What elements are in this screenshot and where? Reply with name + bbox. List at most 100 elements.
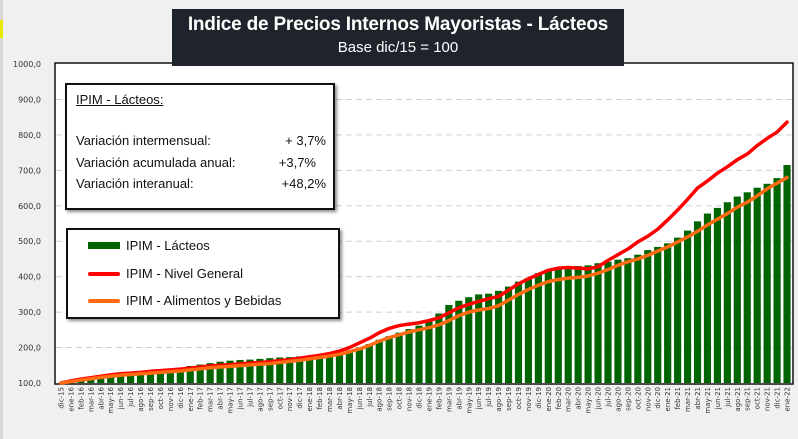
x-tick-label: feb-16: [77, 386, 85, 409]
x-tick-label: ene-18: [306, 387, 314, 411]
x-tick-label: jun-18: [356, 387, 364, 410]
bar-abr-21: [693, 221, 702, 383]
chart-subtitle: Base dic/15 = 100: [337, 39, 459, 56]
bar-nov-17: [286, 357, 294, 383]
bar-abr-19: [455, 300, 463, 383]
bar-mar-20: [564, 266, 572, 383]
line-ipim-nivel-general: [59, 120, 789, 385]
x-tick-label: jul-19: [485, 387, 493, 408]
x-tick-label: abr-17: [217, 387, 225, 410]
bar-ene-22: [783, 165, 791, 383]
x-tick-label: oct-21: [754, 387, 762, 409]
line-ipim-alimentos-y-bebidas: [59, 175, 789, 385]
bar-jul-18: [365, 344, 373, 383]
bar-oct-18: [395, 332, 403, 383]
info-header-text: IPIM - Lácteos: [76, 92, 160, 107]
y-tick-label: 100,0: [18, 379, 41, 388]
x-tick-label: may-21: [704, 387, 712, 414]
y-tick-label: 300,0: [18, 308, 41, 317]
bar-sep-21: [743, 192, 751, 383]
x-tick-label: mar-20: [565, 387, 573, 412]
bar-ene-20: [544, 269, 552, 383]
x-tick-label: ago-19: [495, 387, 503, 412]
bar-may-21: [703, 213, 712, 383]
y-tick-label: 700,0: [18, 166, 41, 175]
x-tick-label: dic-16: [177, 386, 185, 408]
bar-abr-17: [216, 361, 224, 383]
x-tick-label: jun-20: [595, 387, 603, 410]
x-tick-label: sep-19: [505, 387, 513, 411]
bar-oct-19: [514, 281, 523, 383]
bar-jun-21: [713, 207, 721, 383]
bar-nov-18: [405, 329, 413, 383]
x-tick-label: ene-22: [784, 387, 792, 411]
x-tick-label: may-18: [346, 387, 354, 414]
bar-ago-17: [256, 358, 264, 383]
bar-may-19: [465, 297, 473, 383]
x-tick-label: feb-17: [197, 387, 205, 410]
x-tick-label: oct-17: [276, 387, 284, 409]
chart-title: Indice de Precios Internos Mayoristas - …: [187, 14, 609, 35]
x-tick-label: ene-20: [545, 387, 553, 411]
bar-may-18: [345, 350, 353, 383]
bar-jun-16: [117, 374, 125, 383]
x-tick-label: oct-16: [157, 386, 165, 409]
info-header: IPIM - Lácteos:: [76, 92, 163, 107]
y-tick-label: 900,0: [18, 95, 41, 104]
y-tick-label: 800,0: [18, 131, 41, 140]
bar-jul-20: [604, 261, 612, 383]
x-tick-label: sep-18: [386, 387, 394, 411]
bar-may-20: [584, 265, 592, 383]
bar-abr-16: [97, 377, 105, 383]
x-tick-label: abr-16: [97, 386, 105, 409]
info-value: +48,2%: [281, 176, 326, 191]
x-tick-label: jul-17: [246, 387, 254, 408]
x-tick-label: sep-16: [147, 386, 155, 410]
bar-mar-21: [683, 230, 692, 383]
bar-jun-18: [355, 347, 363, 383]
x-tick-label: dic-20: [654, 387, 662, 409]
y-tick-label: 1000,0: [13, 60, 41, 69]
bar-may-17: [226, 360, 234, 383]
x-tick-label: nov-19: [525, 387, 533, 411]
bar-jul-16: [127, 373, 135, 383]
cell-highlight: [0, 20, 3, 38]
bar-dic-20: [654, 246, 662, 383]
x-tick-label: nov-18: [406, 387, 414, 411]
x-tick-label: abr-20: [575, 387, 583, 410]
x-tick-label: ago-18: [376, 387, 384, 412]
bar-feb-21: [674, 237, 682, 383]
legend-label: IPIM - Nivel General: [126, 266, 244, 281]
x-tick-label: sep-21: [744, 387, 752, 411]
bar-mar-18: [325, 354, 334, 383]
x-tick-label: nov-20: [644, 387, 652, 411]
legend-swatch: [88, 272, 120, 276]
bar-jun-17: [236, 359, 244, 383]
legend: IPIM - Lácteos IPIM - Nivel General IPIM…: [66, 228, 340, 319]
x-tick-label: nov-16: [167, 386, 175, 411]
bar-may-16: [107, 375, 115, 383]
x-tick-label: ago-16: [137, 386, 145, 411]
x-tick-label: abr-19: [455, 387, 463, 410]
bar-mar-17: [206, 363, 214, 383]
bar-abr-20: [574, 266, 582, 383]
x-tick-label: feb-19: [435, 387, 443, 410]
x-tick-label: jul-20: [605, 387, 613, 408]
x-tick-label: may-20: [585, 387, 593, 414]
bar-series-lacteos: [67, 165, 791, 383]
x-tick-label: mar-18: [326, 387, 334, 412]
x-tick-label: dic-15: [57, 387, 65, 409]
bar-ago-18: [375, 339, 383, 383]
bar-ene-17: [186, 365, 194, 383]
x-tick-label: jun-21: [714, 387, 722, 410]
bar-oct-17: [276, 357, 284, 383]
bar-sep-20: [624, 258, 632, 383]
x-tick-label: ene-19: [425, 387, 433, 411]
x-tick-label: sep-20: [624, 387, 632, 411]
bar-ene-21: [664, 243, 672, 383]
bar-dic-18: [415, 325, 423, 383]
x-tick-label: jun-17: [237, 387, 245, 410]
x-tick-label: sep-17: [266, 387, 274, 411]
bar-feb-17: [196, 364, 204, 383]
info-header-colon: :: [159, 92, 164, 107]
